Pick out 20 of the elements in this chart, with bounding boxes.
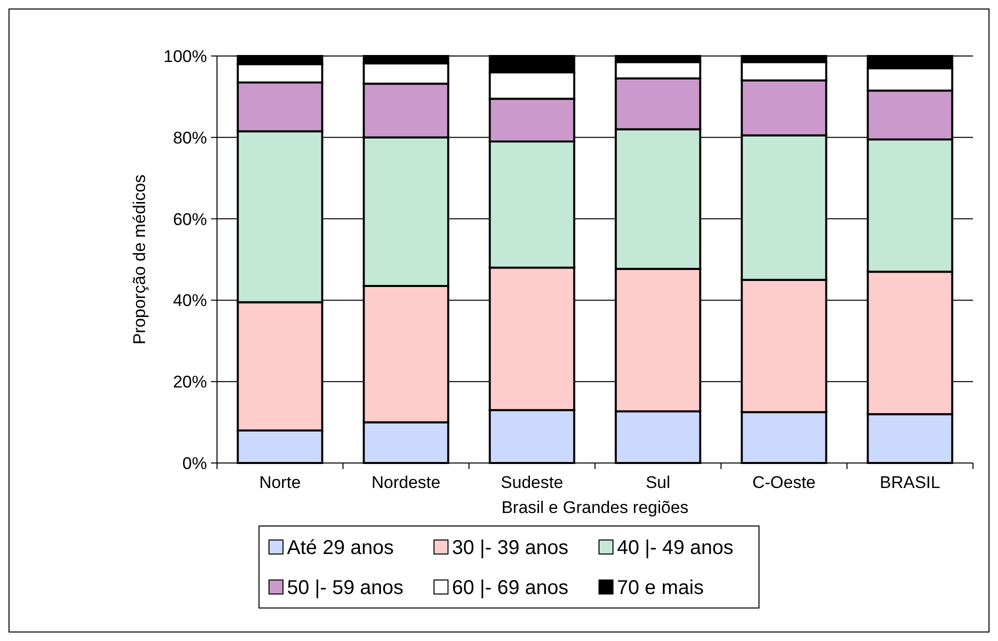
legend-label: 70 e mais [617, 577, 704, 599]
legend-label: 40 |- 49 anos [617, 537, 734, 559]
x-tick-label: Norte [259, 473, 301, 492]
y-tick-label: 20% [172, 372, 207, 392]
x-tick-label: Sul [646, 473, 670, 492]
x-tick-label: C-Oeste [752, 473, 816, 492]
x-tick-label: Sudeste [500, 473, 564, 492]
y-tick-label: 40% [172, 291, 207, 310]
legend-label: 60 |- 69 anos [452, 577, 568, 599]
legend-label: 50 |- 59 anos [287, 577, 404, 599]
y-tick-label: 0% [182, 454, 207, 473]
x-tick-label: BRASIL [880, 473, 940, 492]
y-axis-title: Proporção de médicos [130, 174, 149, 345]
legend-label: 30 |- 39 anos [452, 537, 568, 559]
y-tick-label: 100% [164, 46, 207, 66]
y-tick-label: 60% [172, 210, 207, 229]
legend-label: Até 29 anos [287, 537, 394, 559]
x-axis-title: Brasil e Grandes regiões [501, 498, 689, 517]
x-tick-label: Nordeste [372, 473, 440, 492]
y-tick-label: 80% [172, 128, 207, 148]
